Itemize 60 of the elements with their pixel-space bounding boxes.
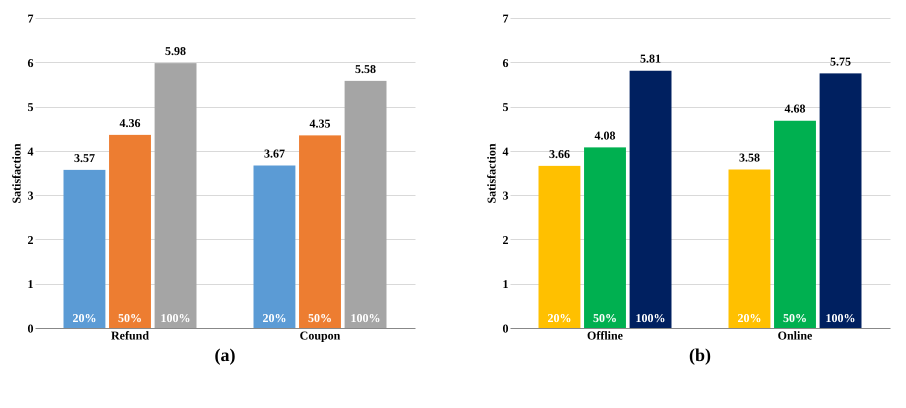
y-axis-title: Satisfaction [10,143,24,204]
data-label: 3.66 [548,146,570,161]
y-tick-label: 3 [502,188,508,203]
y-tick-label: 6 [28,56,34,70]
data-label: 4.08 [594,128,616,142]
series-label: 100% [636,311,666,325]
text: 20% [737,311,762,325]
y-tick-label: 2 [502,232,508,247]
text: (b) [689,345,712,365]
y-tick-label: 4 [28,144,34,158]
data-label: 4.68 [784,102,806,116]
y-tick-label: 0 [28,322,34,336]
data-label: 4.35 [310,116,330,130]
y-axis-title: Satisfaction [484,143,498,204]
y-tick-label: 1 [502,277,508,292]
bar [109,134,151,328]
data-label: 5.98 [165,44,186,58]
bar [154,63,196,328]
text: 50% [308,311,332,325]
y-tick-label: 3 [28,188,34,203]
y-tick-label: 5 [502,100,508,114]
series-label: 20% [547,311,572,325]
text: 50% [783,311,807,325]
data-label: 3.67 [264,146,285,160]
x-tick-label: Online [778,328,814,342]
y-tick-label: 4 [502,144,508,158]
x-tick-label: Coupon [300,328,341,342]
series-label: 50% [118,311,142,325]
data-label: 5.75 [830,54,852,68]
data-label: 4.36 [120,116,140,130]
data-label: 3.58 [738,150,760,164]
y-tick-label: 1 [28,277,34,292]
bar [584,147,626,328]
bar [728,169,770,328]
series-label: 20% [72,311,96,325]
bar [820,73,862,328]
bar [344,80,386,328]
y-tick-label: 0 [502,322,508,336]
data-label: 3.57 [74,150,95,165]
data-label: 5.81 [640,52,662,66]
x-tick-label: Refund [110,328,150,342]
y-tick-label: 6 [502,56,508,70]
text: 100% [350,311,381,325]
y-tick-label: 7 [28,12,34,26]
y-tick-label: 7 [502,12,508,26]
bar [64,170,106,328]
bar [299,135,341,328]
bar [630,70,672,328]
text: 100% [826,311,856,325]
bar [538,166,580,328]
x-tick-label: Offline [587,328,624,342]
bar [774,120,816,328]
y-tick-label: 2 [28,232,34,247]
y-tick-label: 5 [28,100,34,114]
bar [254,165,296,328]
data-label: 5.58 [355,62,376,76]
text: 20% [262,311,286,325]
series-label: 100% [160,311,191,325]
text: (a) [214,345,236,365]
series-label: 50% [593,311,617,325]
